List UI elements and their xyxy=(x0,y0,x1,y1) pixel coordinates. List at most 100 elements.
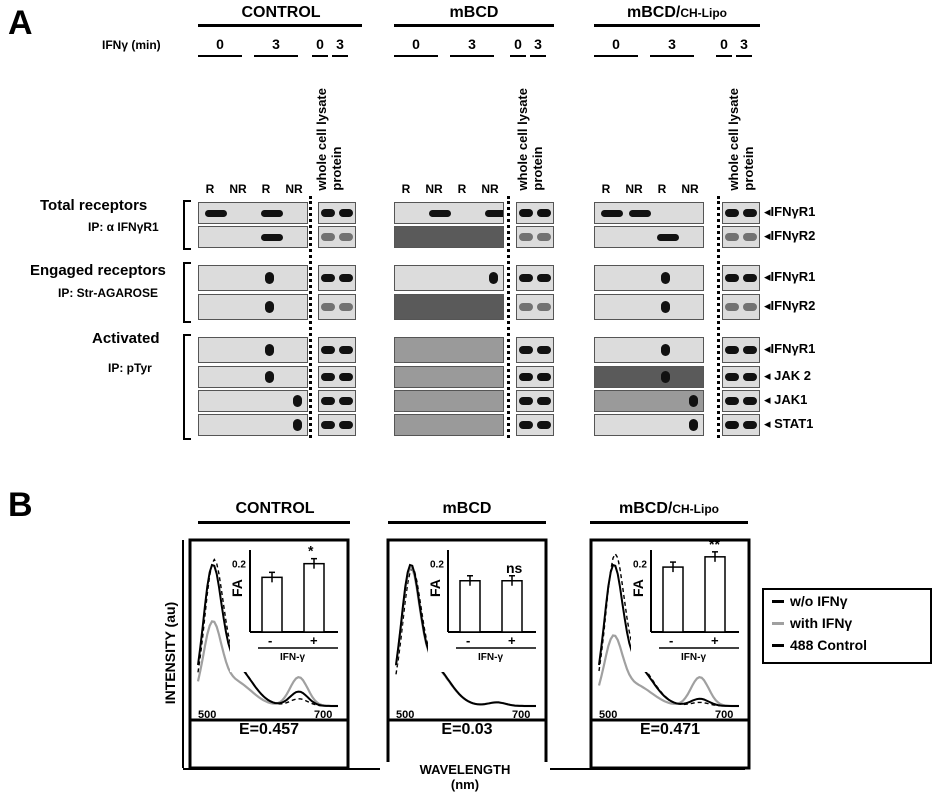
blot-band xyxy=(537,303,551,311)
blot-band xyxy=(743,397,757,405)
whole-cell-strip xyxy=(516,226,554,248)
x-tick-label: 500 xyxy=(396,709,414,721)
b-condition-mbcd: mBCD xyxy=(442,500,492,517)
band-label: ◂IFNγR1 xyxy=(764,204,816,219)
blot-band xyxy=(519,233,533,241)
blot-strip xyxy=(394,265,504,291)
inset-category: + xyxy=(711,633,719,648)
time-label: 3 xyxy=(468,36,476,52)
panel-a-letter: A xyxy=(8,4,33,42)
spectrum-plot-mbcd: 500 700 FA 0.2 - + ns IFN-γ xyxy=(386,538,548,770)
blot-band xyxy=(321,373,335,381)
spectrum-wi xyxy=(597,634,739,708)
whole-cell-strip xyxy=(516,202,554,224)
blot-band xyxy=(265,301,274,313)
time-label: 0 xyxy=(412,36,420,52)
blot-band xyxy=(743,233,757,241)
whole-cell-strip xyxy=(722,226,760,248)
blot-band xyxy=(265,371,274,383)
significance-mark: ** xyxy=(709,538,720,552)
inset-y-label: FA xyxy=(427,579,443,597)
separator-2 xyxy=(507,196,510,438)
blot-strip xyxy=(198,337,308,363)
blot-band xyxy=(339,421,353,429)
blot-band xyxy=(537,373,551,381)
band-label: ◂IFNγR1 xyxy=(764,341,816,356)
blot-strip xyxy=(594,390,704,412)
blot-strip xyxy=(394,226,504,248)
blot-band xyxy=(519,303,533,311)
blot-band xyxy=(321,209,335,217)
blot-band xyxy=(725,233,739,241)
whole-cell-label-2: whole cell lysate protein xyxy=(515,88,545,191)
blot-band xyxy=(725,303,739,311)
bracket-total xyxy=(183,200,191,250)
blot-band xyxy=(321,346,335,354)
blot-strip xyxy=(594,337,704,363)
legend-swatch-with xyxy=(772,622,784,625)
blot-band xyxy=(339,233,353,241)
blot-band xyxy=(661,301,670,313)
inset-bar xyxy=(501,580,523,633)
wavelength-label: WAVELENGTH (nm) xyxy=(380,762,550,792)
lane-label: NR xyxy=(481,182,499,196)
blot-strip xyxy=(394,294,504,320)
blot-band xyxy=(537,346,551,354)
blot-band xyxy=(519,421,533,429)
x-tick-label: 700 xyxy=(512,709,530,721)
lane-label: R xyxy=(601,182,611,196)
time-label: 0 xyxy=(514,36,522,52)
blot-band xyxy=(743,346,757,354)
lane-label: NR xyxy=(625,182,643,196)
whole-cell-strip xyxy=(722,294,760,320)
inset-y-label: FA xyxy=(229,579,245,597)
whole-cell-strip xyxy=(318,414,356,436)
condition-control-title: CONTROL xyxy=(241,4,321,21)
inset-y-tick: 0.2 xyxy=(430,560,444,571)
blot-strip xyxy=(198,390,308,412)
whole-cell-strip xyxy=(722,337,760,363)
inset-x-label: IFN-γ xyxy=(478,652,503,663)
blot-band xyxy=(519,274,533,282)
e-value-mbcd: E=0.03 xyxy=(441,721,493,738)
blot-band xyxy=(293,395,302,407)
blot-band xyxy=(429,209,451,217)
blot-band xyxy=(339,346,353,354)
blot-band xyxy=(629,209,651,217)
inset-category: - xyxy=(268,633,272,648)
inset-category: - xyxy=(669,633,673,648)
blot-strip xyxy=(198,202,308,224)
intensity-axis-label: INTENSITY (au) xyxy=(162,601,179,705)
band-label: ◂ JAK1 xyxy=(764,392,808,407)
whole-cell-strip xyxy=(722,366,760,388)
blot-band xyxy=(725,421,739,429)
legend-swatch-wo xyxy=(772,600,784,603)
whole-cell-strip xyxy=(516,390,554,412)
blot-band xyxy=(339,209,353,217)
e-value-mbcd-chlipo: E=0.471 xyxy=(639,721,701,738)
inset-bar xyxy=(459,580,481,633)
blot-strip xyxy=(394,390,504,412)
bracket-engaged xyxy=(183,262,191,323)
blot-band xyxy=(657,233,679,241)
blot-band xyxy=(601,209,623,217)
blot-band xyxy=(519,373,533,381)
band-label: ◂IFNγR2 xyxy=(764,298,816,313)
blot-band xyxy=(519,346,533,354)
blot-band xyxy=(265,344,274,356)
blot-band xyxy=(339,303,353,311)
spectrum-wo xyxy=(197,563,338,707)
blot-band xyxy=(689,419,698,431)
blot-band xyxy=(725,397,739,405)
b-condition-mbcd-chlipo: mBCD/CH-Lipo xyxy=(619,500,719,517)
ifn-time-label: IFNγ (min) xyxy=(102,38,161,52)
inset-bar xyxy=(662,566,684,633)
blot-band xyxy=(743,373,757,381)
blot-strip xyxy=(594,414,704,436)
significance-mark: ns xyxy=(506,560,523,576)
blot-band xyxy=(293,419,302,431)
blot-band xyxy=(321,421,335,429)
whole-cell-strip xyxy=(516,294,554,320)
band-label: ◂IFNγR1 xyxy=(764,269,816,284)
blot-band xyxy=(265,272,274,284)
